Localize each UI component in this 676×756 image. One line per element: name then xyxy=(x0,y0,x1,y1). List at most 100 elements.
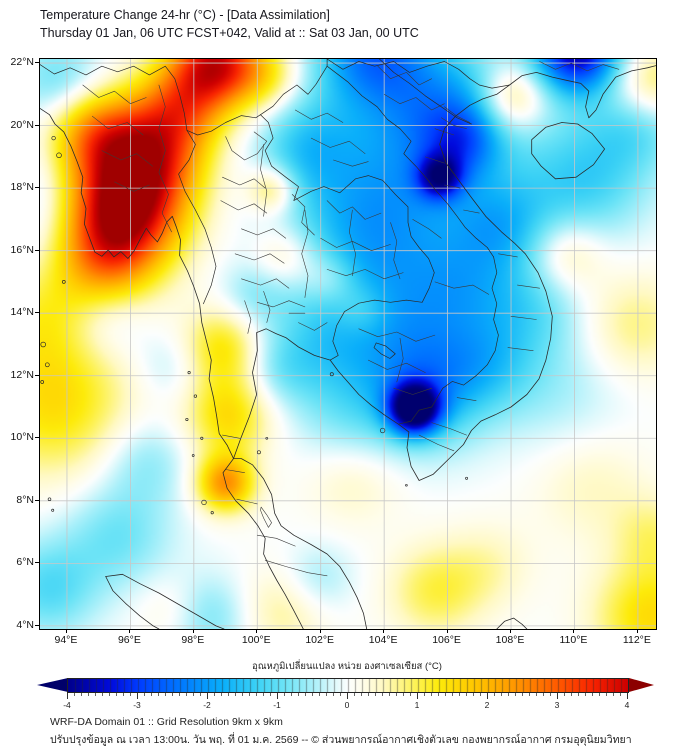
x-tick-label: 100°E xyxy=(241,634,271,646)
admin-boundary-line xyxy=(425,156,445,164)
national-border-line xyxy=(178,129,217,305)
admin-boundary-line xyxy=(539,61,620,72)
x-tick-label: 94°E xyxy=(54,634,78,646)
colorbar-tick-mark xyxy=(486,693,488,699)
colorbar-tick-label: 1 xyxy=(414,700,420,710)
island-outline xyxy=(44,362,50,368)
colorbar-tick-mark xyxy=(556,693,558,699)
y-tick-mark xyxy=(35,187,39,189)
y-tick-mark xyxy=(35,62,39,64)
map-plot-area xyxy=(39,58,657,630)
island-outline xyxy=(61,280,66,284)
colorbar-tick-label: -2 xyxy=(203,700,211,710)
x-tick-mark xyxy=(65,629,67,633)
national-border-line xyxy=(326,65,494,258)
colorbar-tick-mark xyxy=(206,693,208,699)
colorbar xyxy=(67,678,629,693)
island-outline xyxy=(40,380,45,384)
x-tick-mark xyxy=(129,629,131,633)
colorbar-tick-mark xyxy=(136,693,138,699)
admin-boundary-line xyxy=(326,269,404,280)
island-outline xyxy=(200,436,204,440)
colorbar-title: อุณหภูมิเปลี่ยนแปลง หน่วย องศาเซลเซียส (… xyxy=(252,661,442,672)
admin-boundary-line xyxy=(260,144,268,217)
island-outline xyxy=(329,372,334,377)
admin-boundary-line xyxy=(101,150,153,167)
x-tick-label: 104°E xyxy=(368,634,398,646)
national-border-line xyxy=(40,64,188,131)
colorbar-tick-label: 4 xyxy=(624,700,630,710)
national-border-line xyxy=(326,59,510,89)
x-tick-label: 98°E xyxy=(181,634,205,646)
colorbar-tick-label: 0 xyxy=(344,700,350,710)
admin-boundary-line xyxy=(326,200,382,220)
admin-boundary-line xyxy=(396,337,404,383)
admin-boundary-line xyxy=(234,253,285,264)
island-outline xyxy=(191,454,195,457)
y-tick-label: 6°N xyxy=(16,556,34,569)
admin-boundary-line xyxy=(456,397,477,402)
admin-boundary-line xyxy=(82,84,147,105)
island-outline xyxy=(210,511,214,515)
island-outline xyxy=(56,152,62,159)
x-tick-mark xyxy=(319,629,321,633)
admin-boundary-line xyxy=(263,291,271,323)
admin-boundary-line xyxy=(310,137,366,154)
y-tick-mark xyxy=(35,249,39,251)
admin-boundary-line xyxy=(220,200,268,214)
coastline xyxy=(233,458,368,629)
x-tick-label: 110°E xyxy=(559,634,588,646)
admin-boundary-line xyxy=(358,328,436,342)
admin-boundary-line xyxy=(257,534,296,547)
y-tick-mark xyxy=(35,312,39,314)
admin-boundary-line xyxy=(244,300,252,334)
admin-boundary-line xyxy=(260,506,272,528)
admin-boundary-line xyxy=(434,128,455,136)
y-tick-label: 14°N xyxy=(10,306,34,319)
y-tick-label: 18°N xyxy=(10,181,34,194)
island-outline xyxy=(185,417,189,422)
coastline xyxy=(105,576,160,629)
admin-boundary-line xyxy=(412,219,442,239)
colorbar-right-arrow xyxy=(629,678,654,692)
temperature-field-canvas xyxy=(40,59,656,629)
coastline xyxy=(531,122,605,180)
admin-boundary-line xyxy=(418,434,455,452)
colorbar-tick-mark xyxy=(346,693,348,699)
admin-boundary-line xyxy=(225,131,268,161)
admin-boundary-line xyxy=(434,281,490,295)
island-outline xyxy=(40,341,46,348)
admin-boundary-line xyxy=(91,115,144,136)
national-border-line xyxy=(260,114,435,361)
national-border-line xyxy=(260,59,328,116)
colorbar-tick-mark xyxy=(416,693,418,699)
x-tick-label: 108°E xyxy=(495,634,525,646)
x-tick-mark xyxy=(256,629,258,633)
admin-boundary-line xyxy=(377,65,433,86)
admin-boundary-line xyxy=(264,559,328,577)
island-outline xyxy=(256,450,261,455)
admin-boundary-line xyxy=(301,209,309,298)
island-outline xyxy=(265,436,269,440)
y-tick-mark xyxy=(35,624,39,626)
y-tick-mark xyxy=(35,374,39,376)
x-tick-label: 106°E xyxy=(432,634,461,646)
y-tick-label: 4°N xyxy=(16,618,34,631)
page-title: Temperature Change 24-hr (°C) - [Data As… xyxy=(40,8,330,22)
island-outline xyxy=(201,499,207,506)
island-outline xyxy=(51,508,55,512)
admin-boundary-line xyxy=(383,93,445,111)
island-outline xyxy=(405,483,408,487)
admin-boundary-line xyxy=(333,159,369,167)
colorbar-tick-label: -1 xyxy=(273,700,281,710)
admin-boundary-line xyxy=(517,284,540,289)
admin-boundary-line xyxy=(114,181,150,192)
admin-boundary-line xyxy=(393,387,433,395)
x-tick-label: 112°E xyxy=(622,634,651,646)
x-tick-mark xyxy=(192,629,194,633)
admin-boundary-line xyxy=(222,176,266,189)
colorbar-tick-label: -3 xyxy=(133,700,141,710)
admin-boundary-line xyxy=(498,253,518,258)
island-outline xyxy=(193,394,198,398)
colorbar-tick-label: 3 xyxy=(554,700,560,710)
